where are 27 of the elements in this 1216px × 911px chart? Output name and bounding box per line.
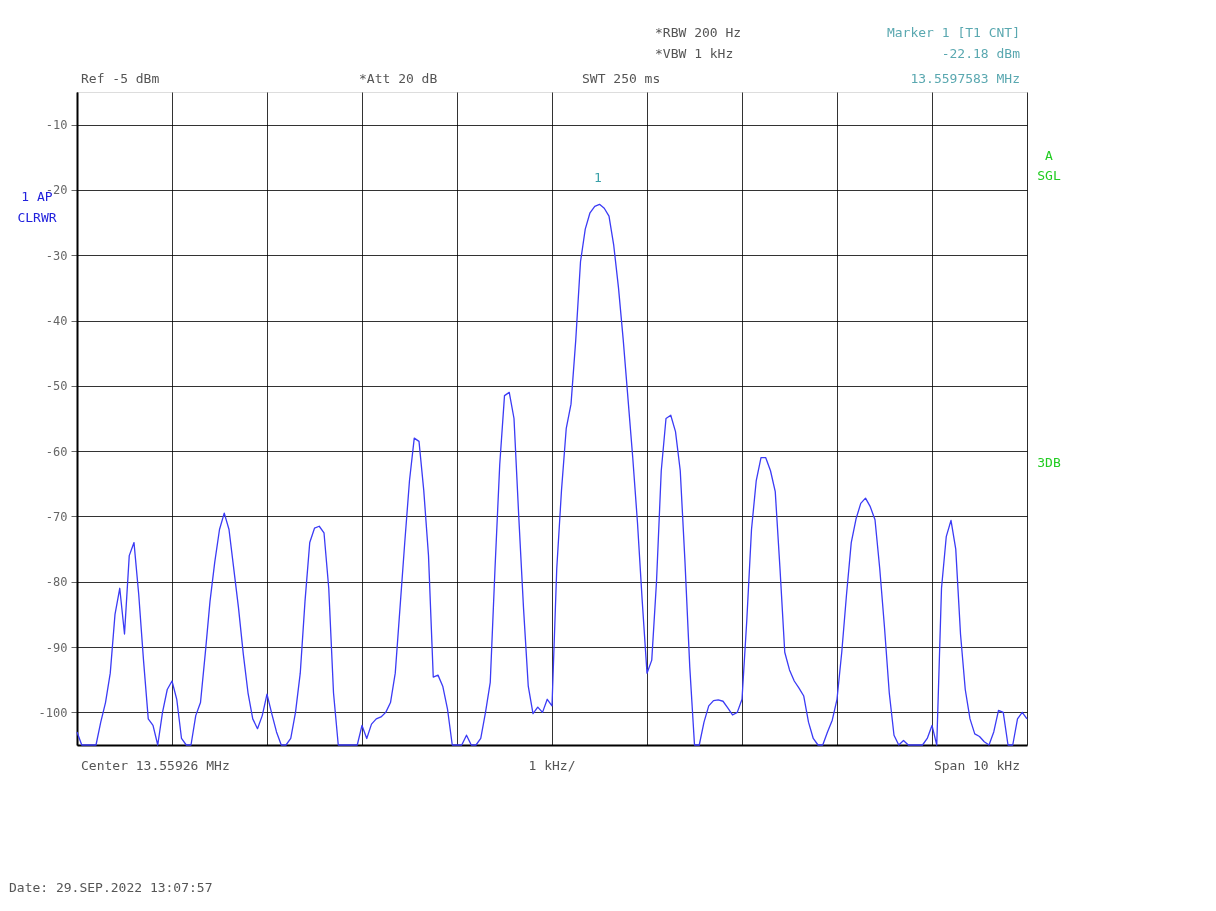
text: Marker 1 [T1 CNT]: [886, 25, 1020, 40]
y-tick-label: -70: [45, 509, 68, 524]
y-tick-label: -90: [45, 640, 68, 655]
y-tick-label: -80: [45, 575, 68, 590]
y-tick-label: -100: [38, 705, 68, 720]
text: 13.5597583 MHz: [910, 71, 1020, 86]
text: *RBW 200 Hz: [655, 25, 742, 40]
text: 3DB: [1037, 455, 1061, 470]
y-tick-label: -30: [45, 248, 68, 263]
y-tick-label: -50: [45, 379, 68, 394]
text: 1 AP: [21, 189, 53, 204]
text: *VBW 1 kHz: [655, 46, 734, 61]
text: Ref -5 dBm: [81, 71, 160, 86]
y-tick-label: -10: [45, 118, 68, 133]
text: SWT 250 ms: [582, 71, 661, 86]
text: Center 13.55926 MHz: [81, 758, 230, 773]
text: Date: 29.SEP.2022 13:07:57: [9, 880, 213, 895]
text: SGL: [1037, 168, 1061, 183]
y-tick-label: -40: [45, 314, 68, 329]
text: Span 10 kHz: [933, 758, 1020, 773]
text: *Att 20 dB: [359, 71, 438, 86]
text: 1 kHz/: [528, 758, 576, 773]
y-tick-label: -60: [45, 444, 68, 459]
text: CLRWR: [17, 210, 57, 225]
text: A: [1045, 148, 1054, 163]
text: -22.18 dBm: [941, 46, 1021, 61]
annotation: 1: [594, 170, 602, 185]
